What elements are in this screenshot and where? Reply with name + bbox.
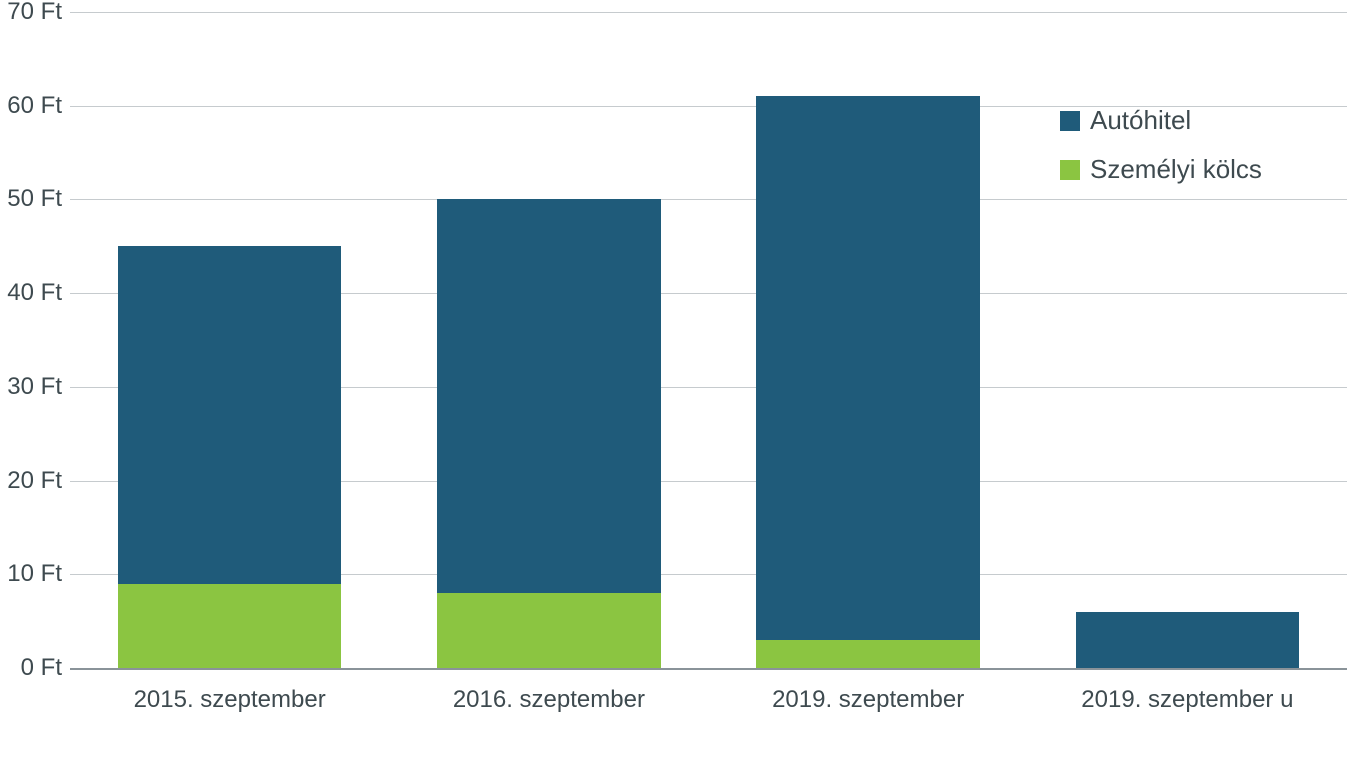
x-tick-label: 2016. szeptember <box>453 668 645 714</box>
bar-segment-autohitel <box>118 246 341 583</box>
stacked-bar-chart: 0 Ft 10 Ft 20 Ft 30 Ft 40 Ft 50 Ft 60 Ft 70 Ft 2… <box>0 0 1347 758</box>
legend-swatch <box>1060 160 1080 180</box>
bar-group <box>1076 612 1299 668</box>
bar-segment-autohitel <box>1076 612 1299 668</box>
gridline <box>70 12 1347 13</box>
y-tick-label: 40 Ft <box>7 279 70 307</box>
y-tick-label: 60 Ft <box>7 92 70 120</box>
bar-segment-autohitel <box>437 199 660 593</box>
y-tick-label: 30 Ft <box>7 373 70 401</box>
y-tick-label: 20 Ft <box>7 467 70 495</box>
bar-group <box>437 199 660 668</box>
bar-segment-szemelyi <box>756 640 979 668</box>
bar-group <box>756 96 979 668</box>
x-tick-label: 2015. szeptember <box>134 668 326 714</box>
y-tick-label: 70 Ft <box>7 0 70 26</box>
bar-group <box>118 246 341 668</box>
legend-item-autohitel: Autóhitel <box>1060 105 1262 136</box>
legend-swatch <box>1060 111 1080 131</box>
legend-item-szemelyi: Személyi kölcs <box>1060 154 1262 185</box>
legend-label: Autóhitel <box>1090 105 1191 136</box>
y-tick-label: 0 Ft <box>21 654 70 682</box>
bar-segment-szemelyi <box>437 593 660 668</box>
legend-label: Személyi kölcs <box>1090 154 1262 185</box>
x-tick-label: 2019. szeptember <box>772 668 964 714</box>
bar-segment-autohitel <box>756 96 979 640</box>
y-tick-label: 10 Ft <box>7 560 70 588</box>
legend: Autóhitel Személyi kölcs <box>1060 105 1262 203</box>
bar-segment-szemelyi <box>118 584 341 668</box>
y-tick-label: 50 Ft <box>7 185 70 213</box>
x-tick-label: 2019. szeptember u <box>1081 668 1293 714</box>
